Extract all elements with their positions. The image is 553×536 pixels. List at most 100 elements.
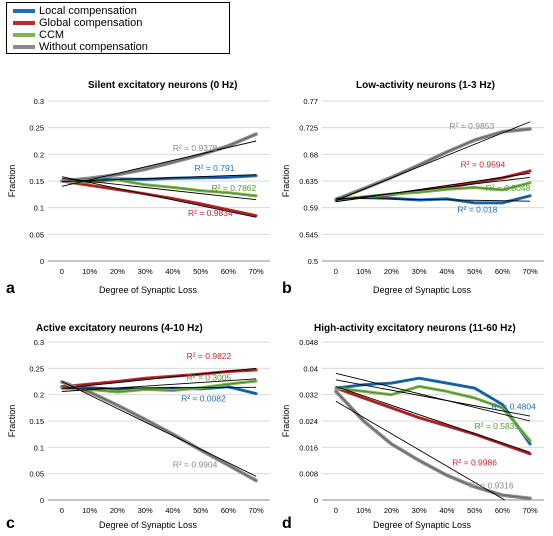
legend-label: Local compensation <box>39 5 137 17</box>
series-line-core <box>61 180 257 217</box>
x-tick-label: 40% <box>439 267 454 276</box>
y-tick-label: 0.725 <box>299 124 318 133</box>
y-tick-label: 0.016 <box>299 443 318 452</box>
y-tick-label: 0.008 <box>299 470 318 479</box>
x-tick-label: 50% <box>467 267 482 276</box>
series-line <box>334 384 532 443</box>
series-line-core <box>61 175 257 182</box>
legend-item: CCM <box>13 29 64 41</box>
y-tick-label: 0.15 <box>29 177 44 186</box>
x-tick-label: 50% <box>193 506 208 515</box>
legend-label: Global compensation <box>39 17 143 29</box>
r-squared-label: R² = 0.7862 <box>212 183 257 193</box>
legend-item: Global compensation <box>13 17 142 29</box>
y-tick-label: 0.25 <box>29 364 44 373</box>
y-tick-label: 0 <box>314 496 318 505</box>
series-line <box>60 174 258 183</box>
legend-label: CCM <box>39 29 65 41</box>
trendline <box>335 172 531 203</box>
r-squared-label: R² = 0.3005 <box>187 372 232 382</box>
x-axis-label: Degree of Synaptic Loss <box>373 520 472 530</box>
x-tick-label: 10% <box>82 267 97 276</box>
y-tick-label: 0.77 <box>303 97 318 106</box>
x-axis-label: Degree of Synaptic Loss <box>99 520 198 530</box>
series-line-core <box>335 386 531 442</box>
series-line <box>334 389 532 500</box>
y-tick-label: 0.05 <box>29 230 44 239</box>
trendline <box>61 140 257 187</box>
x-tick-label: 20% <box>110 506 125 515</box>
series-line <box>334 386 532 456</box>
x-tick-label: 70% <box>249 506 264 515</box>
panel-letter: c <box>6 515 15 532</box>
plot-area <box>60 132 258 218</box>
x-tick-label: 70% <box>249 267 264 276</box>
trendline <box>335 386 531 453</box>
legend-item: Without compensation <box>13 41 148 53</box>
y-tick-label: 0.04 <box>303 364 318 373</box>
x-tick-label: 10% <box>82 506 97 515</box>
r-squared-label: R² = 0.9853 <box>450 121 495 131</box>
r-squared-label: R² = 0.9904 <box>173 459 218 469</box>
y-tick-label: 0.545 <box>299 230 318 239</box>
y-axis-label: Fraction <box>281 165 291 198</box>
chart-title: Silent excitatory neurons (0 Hz) <box>88 80 238 91</box>
trendline <box>61 177 257 201</box>
chart-title: High-activity excitatory neurons (11-60 … <box>314 323 516 334</box>
x-axis-label: Degree of Synaptic Loss <box>99 285 198 295</box>
x-tick-label: 30% <box>138 267 153 276</box>
trendline <box>335 400 506 500</box>
panel-letter: b <box>282 280 292 297</box>
x-tick-label: 50% <box>193 267 208 276</box>
trendline <box>61 367 257 389</box>
legend-swatch <box>13 21 35 25</box>
x-tick-label: 30% <box>412 506 427 515</box>
trendline <box>335 379 531 417</box>
chart-panel-a: Silent excitatory neurons (0 Hz) 0 0.05 0.1… <box>0 75 280 305</box>
trendline <box>61 176 257 218</box>
series-line-core <box>335 377 531 445</box>
chart-title: Active excitatory neurons (4-10 Hz) <box>36 323 203 334</box>
chart-panel-b: Low-activity neurons (1-3 Hz) 0.5 0.545 0.5… <box>276 75 553 305</box>
x-tick-label: 70% <box>523 506 538 515</box>
y-tick-label: 0.635 <box>299 177 318 186</box>
y-tick-label: 0.5 <box>308 257 318 266</box>
y-tick-label: 0.3 <box>34 97 44 106</box>
y-tick-label: 0 <box>40 496 44 505</box>
x-tick-label: 10% <box>356 267 371 276</box>
series-line <box>60 132 258 183</box>
trendline <box>61 378 257 392</box>
panel-letter: a <box>6 280 15 297</box>
trendline <box>335 372 531 422</box>
y-tick-label: 0.68 <box>303 150 318 159</box>
x-tick-label: 40% <box>165 267 180 276</box>
panel-letter: d <box>282 515 292 532</box>
chart-panel-c: Active excitatory neurons (4-10 Hz) 0 0.05… <box>0 318 280 536</box>
x-tick-label: 60% <box>221 506 236 515</box>
r-squared-label: R² = 0.5839 <box>474 421 519 431</box>
r-squared-label: R² = 0.9834 <box>188 208 233 218</box>
series-line-core <box>335 391 531 499</box>
x-tick-label: 0 <box>60 267 64 276</box>
trendline <box>61 174 257 182</box>
y-tick-label: 0 <box>40 257 44 266</box>
x-tick-label: 0 <box>334 506 338 515</box>
series-line <box>334 376 532 446</box>
chart-svg: 0 0.05 0.1 0.15 0.2 0.25 0.3 0 10% 20% 30% 40% 50% 60… <box>7 97 270 276</box>
legend-swatch <box>13 45 35 49</box>
x-tick-label: 70% <box>523 267 538 276</box>
r-squared-label: R² = 0.9822 <box>187 351 232 361</box>
x-tick-label: 20% <box>384 267 399 276</box>
x-tick-label: 0 <box>334 267 338 276</box>
plot-area <box>334 121 532 205</box>
r-squared-label: R² = 0.9594 <box>461 159 506 169</box>
series-line-core <box>61 133 257 182</box>
series-line-core <box>335 387 531 455</box>
y-tick-label: 0.1 <box>34 204 44 213</box>
r-squared-label: R² = 0.9986 <box>452 457 497 467</box>
x-tick-label: 60% <box>221 267 236 276</box>
x-tick-label: 20% <box>110 267 125 276</box>
x-tick-label: 60% <box>495 506 510 515</box>
plot-area <box>60 367 258 483</box>
legend: Local compensation Global compensation CCM… <box>6 2 230 54</box>
